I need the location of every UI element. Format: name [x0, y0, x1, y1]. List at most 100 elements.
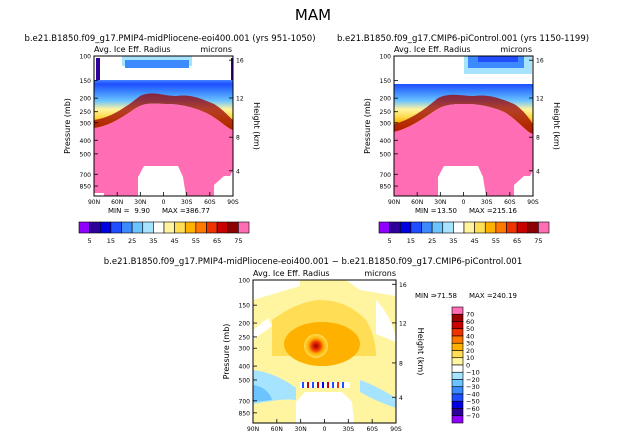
diff-colorbar-label: −50	[466, 398, 480, 406]
colorbar-swatch	[431, 221, 444, 234]
diff-colorbar-swatch	[451, 342, 464, 351]
latitude-tick-label: 60S	[366, 426, 378, 433]
diff-colorbar-label: 60	[466, 318, 474, 326]
colorbar-label: 5	[388, 237, 392, 245]
colorbar-swatch	[163, 221, 175, 234]
panel-picontrol: b.e21.B1850.f09_g17.CMIP6-piControl.001 …	[337, 34, 589, 197]
stats-min-label: MIN =	[415, 292, 437, 300]
pressure-tick-label: 850	[80, 184, 92, 191]
height-axis-label: Height (km)	[252, 102, 261, 150]
diff-colorbar-swatch	[451, 321, 464, 330]
pressure-tick-label: 100	[239, 278, 251, 285]
latitude-tick-label: 60N	[111, 199, 123, 206]
diff-colorbar-label: 30	[466, 340, 474, 348]
pressure-tick-label: 500	[80, 151, 92, 158]
colorbar-swatch	[184, 221, 197, 234]
pressure-tick-label: 700	[239, 398, 251, 405]
diff-colorbar-label: −60	[466, 405, 480, 413]
colorbar-label: 5	[88, 237, 92, 245]
colorbar-swatch	[206, 221, 218, 234]
diff-colorbar-swatch	[451, 357, 464, 366]
stats-min-value: 9.90	[134, 207, 150, 215]
diff-colorbar-label: 40	[466, 332, 474, 340]
diff-colorbar-label: −70	[466, 412, 480, 420]
pressure-axis-label: Pressure (mb)	[63, 98, 72, 154]
colorbar-swatch	[238, 221, 250, 234]
colorbar-swatch	[442, 221, 454, 234]
panel-3-plot-area	[252, 279, 397, 424]
pressure-axis-label: Pressure (mb)	[222, 324, 231, 380]
panel-2-units: microns	[500, 45, 532, 54]
panel-1-subtitle: Avg. Ice Eff. Radius	[94, 45, 171, 54]
stats-max-label: MAX =	[469, 207, 493, 215]
latitude-tick-label: 30S	[481, 199, 493, 206]
panel-difference: b.e21.B1850.f09_g17.PMIP4-midPliocene-eo…	[104, 257, 522, 424]
latitude-tick-label: 0	[462, 199, 466, 206]
pressure-tick-label: 850	[380, 184, 392, 191]
colorbar-swatch	[538, 221, 550, 234]
pressure-tick-label: 500	[239, 377, 251, 384]
pressure-tick-label: 300	[380, 120, 392, 127]
pressure-tick-label: 150	[80, 78, 92, 85]
pressure-tick-label: 100	[380, 54, 392, 61]
colorbar-label: 55	[492, 237, 500, 245]
latitude-tick-label: 30N	[295, 426, 307, 433]
stats-max-value: 386.77	[186, 207, 211, 215]
latitude-tick-label: 60N	[411, 199, 423, 206]
diff-colorbar-label: 20	[466, 347, 474, 355]
colorbar-swatch	[121, 221, 133, 234]
pressure-tick-label: 250	[80, 109, 92, 116]
colorbar-swatch	[527, 221, 539, 234]
latitude-tick-label: 90S	[227, 199, 239, 206]
colorbar-label: 15	[107, 237, 115, 245]
colorbar-label: 75	[534, 237, 542, 245]
pressure-axis-label: Pressure (mb)	[363, 98, 372, 154]
diff-colorbar-swatch	[451, 364, 464, 373]
colorbar-swatch	[142, 221, 154, 234]
latitude-tick-label: 30S	[181, 199, 193, 206]
panel-3-title: b.e21.B1850.f09_g17.PMIP4-midPliocene-eo…	[104, 257, 522, 267]
diff-colorbar-swatch	[451, 386, 464, 395]
pressure-tick-label: 150	[239, 303, 251, 310]
height-tick-label: 8	[536, 135, 540, 142]
height-tick-label: 8	[236, 135, 240, 142]
diff-colorbar-swatch	[451, 408, 464, 417]
colorbar-label: 25	[128, 237, 136, 245]
colorbar-swatch	[153, 221, 165, 234]
latitude-tick-label: 30S	[343, 426, 355, 433]
pressure-tick-label: 300	[80, 120, 92, 127]
height-tick-label: 16	[399, 282, 407, 289]
pressure-tick-label: 850	[239, 410, 251, 417]
latitude-tick-label: 90N	[388, 199, 400, 206]
colorbar-label: 35	[449, 237, 457, 245]
panel-2-subtitle: Avg. Ice Eff. Radius	[394, 45, 471, 54]
colorbar-swatch	[89, 221, 101, 234]
pressure-tick-label: 700	[380, 172, 392, 179]
diff-colorbar-swatch	[451, 400, 464, 409]
latitude-tick-label: 60S	[204, 199, 216, 206]
stats-min-value: 13.50	[437, 207, 457, 215]
latitude-tick-label: 90S	[527, 199, 539, 206]
colorbar-swatch	[516, 221, 529, 234]
height-axis-label: Height (km)	[416, 328, 425, 376]
height-tick-label: 16	[236, 58, 244, 65]
height-tick-label: 12	[399, 320, 407, 327]
latitude-tick-label: 90S	[390, 426, 402, 433]
diff-colorbar-swatch	[451, 306, 464, 315]
panel-1-units: microns	[200, 45, 232, 54]
pressure-tick-label: 150	[380, 78, 392, 85]
figure-title: MAM	[295, 6, 331, 24]
height-tick-label: 16	[536, 58, 544, 65]
diff-colorbar-swatch	[451, 415, 464, 424]
pressure-tick-label: 200	[239, 321, 251, 328]
colorbar-label: 75	[234, 237, 242, 245]
panel-2-plot-area	[393, 55, 534, 197]
pressure-tick-label: 200	[380, 96, 392, 103]
latitude-tick-label: 30N	[134, 199, 146, 206]
diff-colorbar-swatch	[451, 328, 464, 337]
colorbar-swatch	[99, 221, 112, 234]
colorbar-swatch	[506, 221, 518, 234]
panel-2-title: b.e21.B1850.f09_g17.CMIP6-piControl.001 …	[337, 34, 589, 44]
diff-colorbar-label: 50	[466, 325, 474, 333]
